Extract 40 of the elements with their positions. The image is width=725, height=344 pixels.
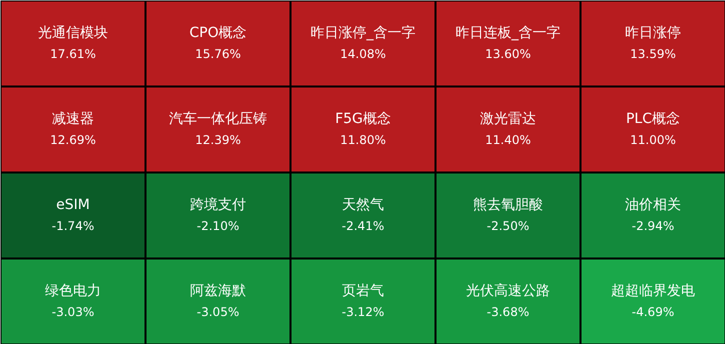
data-label: 11.80%	[340, 132, 386, 147]
data-label: -2.50%	[486, 218, 530, 233]
category-label: 昨日涨停	[625, 25, 681, 42]
data-label: -3.12%	[342, 304, 384, 319]
category-label: CPO概念	[189, 25, 247, 42]
category-label: 超超临界发电	[611, 283, 695, 300]
data-label: 13.60%	[485, 46, 531, 61]
category-label: 跨境支付	[190, 197, 246, 214]
data-label: -3.68%	[486, 304, 530, 319]
category-label: 绿色电力	[45, 283, 101, 300]
category-label: PLC概念	[626, 111, 680, 128]
data-label: -3.05%	[196, 304, 240, 319]
data-label: 13.59%	[630, 46, 676, 61]
category-label: F5G概念	[335, 111, 391, 128]
data-label: -2.10%	[196, 218, 240, 233]
data-label: -2.41%	[342, 218, 384, 233]
category-label: 光伏高速公路	[466, 283, 550, 300]
data-label: 11.40%	[485, 132, 531, 147]
category-label: 光通信模块	[38, 25, 108, 42]
category-label: 昨日涨停_含一字	[310, 25, 416, 42]
data-label: 12.39%	[195, 132, 241, 147]
category-label: 激光雷达	[480, 111, 536, 128]
data-label: 14.08%	[340, 46, 386, 61]
data-label: -2.94%	[632, 218, 674, 233]
category-label: 减速器	[52, 111, 94, 128]
category-label: 汽车一体化压铸	[169, 111, 267, 128]
data-label: 15.76%	[195, 46, 241, 61]
category-label: eSIM	[56, 197, 90, 214]
category-label: 阿兹海默	[190, 283, 246, 300]
data-label: -3.03%	[52, 304, 94, 319]
data-label: 12.69%	[50, 132, 96, 147]
category-label: 天然气	[342, 197, 384, 214]
category-label: 熊去氧胆酸	[473, 197, 543, 214]
data-label: 11.00%	[630, 132, 676, 147]
data-label: -1.74%	[52, 218, 94, 233]
category-label: 页岩气	[342, 283, 384, 300]
category-label: 昨日连板_含一字	[456, 25, 560, 42]
data-label: -4.69%	[632, 304, 674, 319]
category-label: 油价相关	[625, 197, 681, 214]
data-label: 17.61%	[50, 46, 96, 61]
